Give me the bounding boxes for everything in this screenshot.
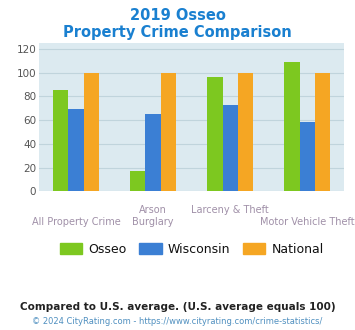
Text: 2019 Osseo: 2019 Osseo — [130, 8, 225, 23]
Bar — [315, 73, 331, 191]
Bar — [238, 73, 253, 191]
Text: Arson: Arson — [139, 205, 167, 215]
Text: Burglary: Burglary — [132, 217, 174, 227]
Text: All Property Crime: All Property Crime — [32, 217, 120, 227]
Bar — [207, 77, 223, 191]
Bar — [130, 171, 146, 191]
Text: Motor Vehicle Theft: Motor Vehicle Theft — [260, 217, 355, 227]
Bar — [300, 122, 315, 191]
Text: Larceny & Theft: Larceny & Theft — [191, 205, 269, 215]
Bar — [223, 105, 238, 191]
Legend: Osseo, Wisconsin, National: Osseo, Wisconsin, National — [55, 238, 329, 261]
Text: © 2024 CityRating.com - https://www.cityrating.com/crime-statistics/: © 2024 CityRating.com - https://www.city… — [32, 317, 323, 326]
Text: Property Crime Comparison: Property Crime Comparison — [63, 25, 292, 40]
Bar — [84, 73, 99, 191]
Bar — [161, 73, 176, 191]
Bar — [53, 90, 69, 191]
Text: Compared to U.S. average. (U.S. average equals 100): Compared to U.S. average. (U.S. average … — [20, 302, 335, 312]
Bar — [284, 62, 300, 191]
Bar — [69, 110, 84, 191]
Bar — [146, 114, 161, 191]
